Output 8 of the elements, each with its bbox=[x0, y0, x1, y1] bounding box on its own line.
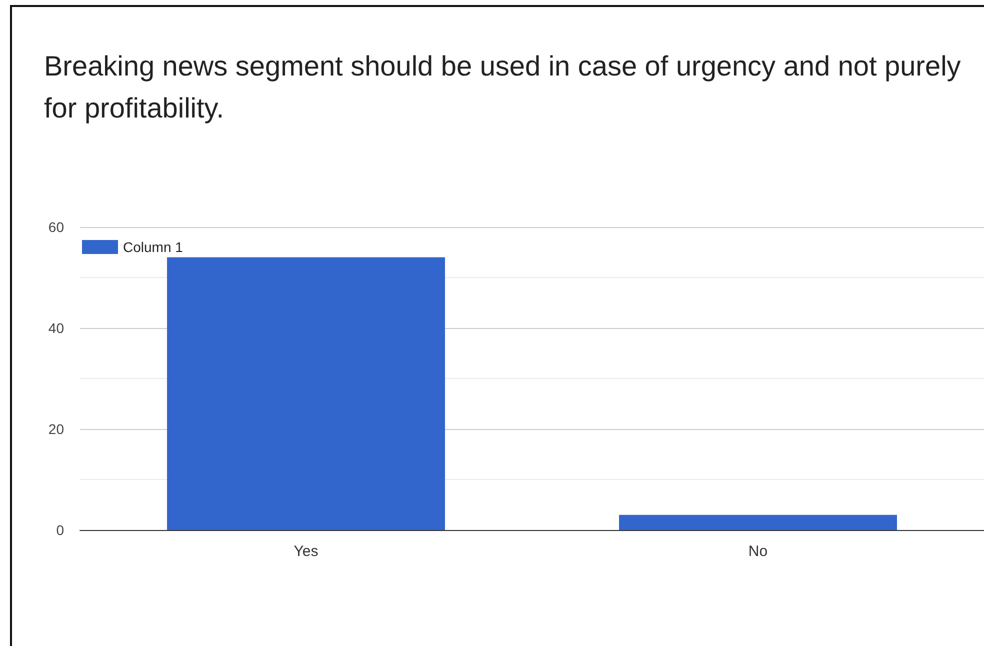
legend-label: Column 1 bbox=[123, 239, 184, 255]
y-tick-label: 0 bbox=[56, 522, 64, 538]
y-tick-label: 60 bbox=[48, 219, 64, 235]
chart-title: Breaking news segment should be used in case of urgency and not purely for profitability. bbox=[44, 50, 969, 124]
y-tick-label: 40 bbox=[48, 320, 64, 336]
x-tick-label: No bbox=[748, 543, 768, 560]
x-tick-label: Yes bbox=[294, 543, 318, 560]
y-tick-label: 20 bbox=[48, 421, 64, 437]
